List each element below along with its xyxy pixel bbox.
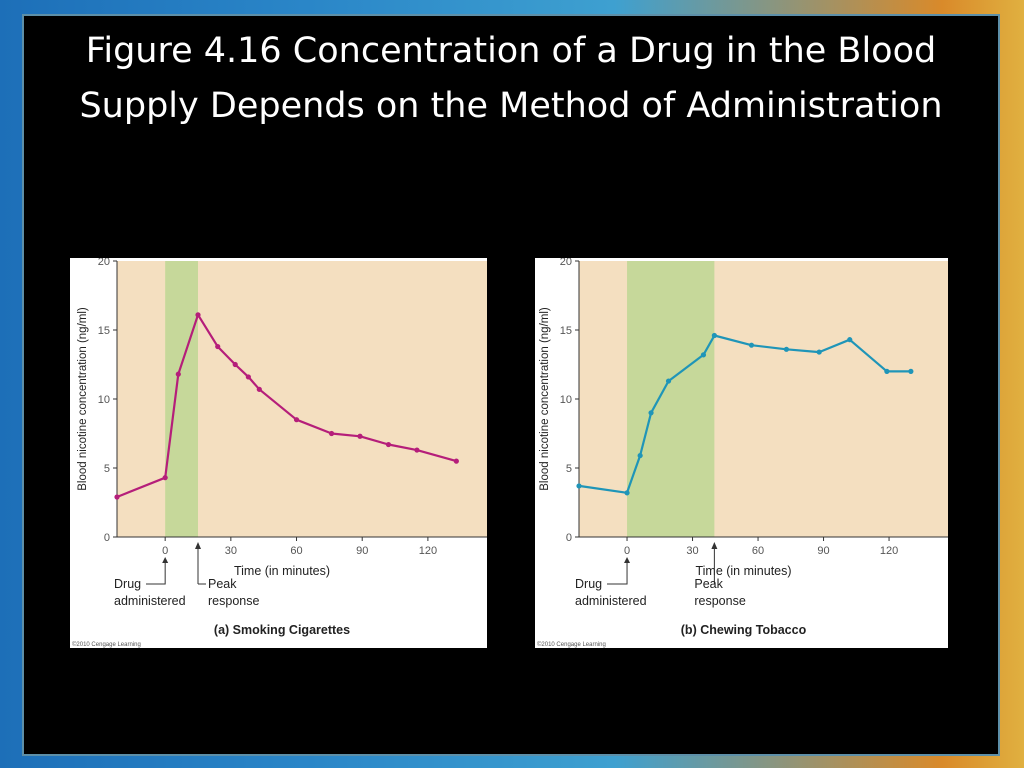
smoking-drug-label-line1: Drug	[114, 577, 141, 591]
chewing-drug-arrowhead	[624, 557, 631, 563]
chewing-peak-label-line2: response	[694, 594, 745, 608]
smoking-drug-arrowhead	[162, 557, 169, 563]
chewing-data-point	[576, 483, 582, 489]
smoking-drug-leader	[146, 570, 166, 585]
smoking-y-tick-label: 15	[98, 325, 110, 337]
smoking-drug-label-line2: administered	[114, 594, 186, 608]
smoking-response-band	[165, 261, 199, 537]
chewing-data-point	[816, 349, 822, 355]
chewing-data-point	[637, 452, 643, 459]
chewing-response-band	[627, 261, 715, 537]
chewing-y-tick-label: 20	[560, 258, 572, 268]
smoking-data-point	[385, 441, 392, 448]
chewing-data-point	[884, 368, 890, 374]
smoking-chart: 0 5 10 15 20 0 30 60 90 120 Blood nicotine concent…	[72, 258, 487, 648]
smoking-chart-panel: 0 5 10 15 20 0 30 60 90 120 Blood nicotine concent…	[70, 258, 487, 648]
chewing-x-tick-label: 120	[880, 545, 898, 557]
smoking-data-point	[293, 417, 300, 423]
chewing-chart-panel: 0 5 10 15 20 0 30 60 90 120 Blood nicotine concent…	[535, 258, 948, 648]
smoking-data-point	[232, 361, 238, 368]
chewing-drug-label-line1: Drug	[575, 577, 602, 591]
chewing-data-point	[748, 342, 755, 348]
smoking-y-axis-label: Blood nicotine concentration (ng/ml)	[77, 307, 89, 491]
chewing-y-tick-label: 15	[560, 325, 572, 337]
chewing-copyright: ©2010 Cengage Learning	[537, 641, 606, 648]
chewing-data-point	[648, 410, 654, 416]
smoking-data-point	[453, 458, 459, 464]
chewing-x-tick-label: 90	[817, 545, 829, 557]
chewing-data-point	[783, 346, 790, 352]
chewing-y-axis-label: Blood nicotine concentration (ng/ml)	[539, 307, 551, 491]
chewing-data-point	[665, 378, 672, 384]
chewing-chart: 0 5 10 15 20 0 30 60 90 120 Blood nicotine concent…	[537, 258, 948, 648]
chewing-data-point	[847, 337, 853, 343]
smoking-x-axis-label: Time (in minutes)	[234, 564, 330, 578]
smoking-y-tick-label: 5	[104, 463, 110, 475]
smoking-y-tick-label: 20	[98, 258, 110, 268]
smoking-data-point	[328, 430, 335, 437]
chewing-data-point	[711, 332, 717, 339]
smoking-data-point	[245, 374, 251, 380]
chewing-x-tick-label: 60	[752, 545, 764, 557]
smoking-peak-arrowhead	[195, 542, 202, 549]
smoking-data-point	[162, 475, 168, 481]
smoking-peak-label-line2: response	[208, 594, 259, 608]
chewing-x-tick-label: 30	[686, 545, 698, 557]
smoking-x-tick-label: 30	[225, 545, 237, 557]
smoking-x-tick-label: 90	[356, 545, 368, 557]
smoking-chart-caption: (a) Smoking Cigarettes	[214, 623, 350, 637]
smoking-x-tick-label: 60	[290, 545, 302, 557]
chewing-y-tick-label: 10	[560, 394, 572, 406]
smoking-data-point	[195, 312, 201, 318]
smoking-y-tick-label: 10	[98, 394, 110, 406]
smoking-x-tick-label: 120	[419, 545, 437, 557]
chewing-data-point	[624, 490, 630, 496]
smoking-data-point	[215, 343, 221, 350]
smoking-data-point	[175, 371, 181, 377]
chewing-x-axis-label: Time (in minutes)	[695, 564, 791, 578]
smoking-data-point	[114, 494, 120, 500]
smoking-data-point	[357, 433, 363, 439]
chewing-drug-leader	[607, 570, 628, 585]
chewing-data-point	[908, 368, 914, 374]
chewing-data-point	[700, 352, 707, 358]
smoking-series-line	[116, 313, 457, 499]
chewing-y-tick-label: 5	[566, 463, 572, 475]
smoking-data-point	[414, 447, 420, 453]
smoking-x-tick-label: 0	[162, 545, 168, 557]
chewing-x-tick-label: 0	[624, 545, 630, 557]
smoking-copyright: ©2010 Cengage Learning	[72, 641, 141, 648]
smoking-data-point	[256, 386, 262, 392]
smoking-peak-label-line1: Peak	[208, 577, 237, 591]
chewing-peak-label-line1: Peak	[694, 577, 723, 591]
slide-title: Figure 4.16 Concentration of a Drug in t…	[79, 31, 943, 126]
chewing-chart-caption: (b) Chewing Tobacco	[681, 623, 807, 637]
chewing-peak-arrowhead	[711, 542, 718, 549]
chewing-drug-label-line2: administered	[575, 594, 647, 608]
smoking-y-tick-label: 0	[104, 532, 110, 544]
chewing-y-tick-label: 0	[566, 532, 572, 544]
